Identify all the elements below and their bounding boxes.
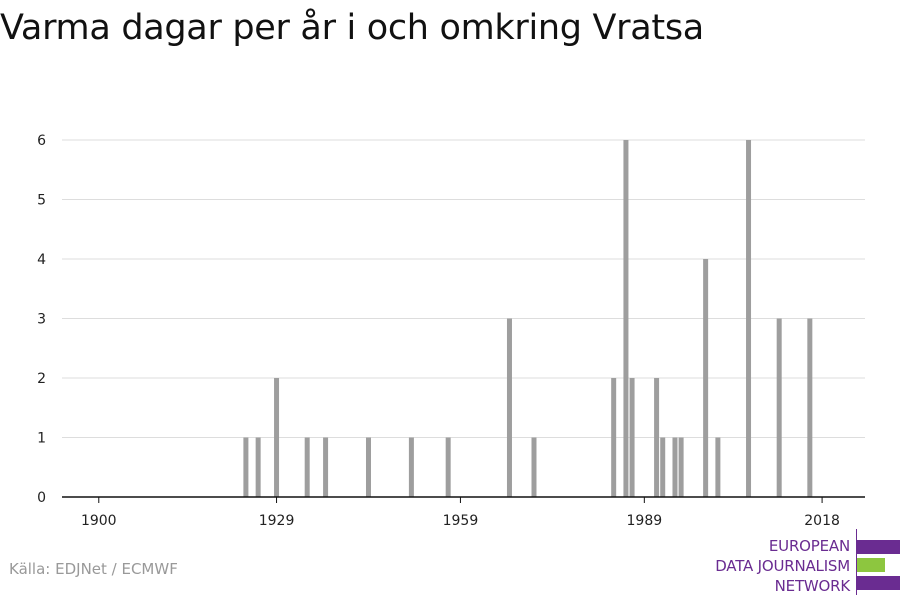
bar: [776, 318, 782, 497]
y-tick-label: 5: [37, 193, 46, 209]
bar: [274, 378, 280, 497]
bar: [715, 437, 721, 497]
logo-line-3: NETWORK: [774, 577, 851, 595]
x-tick-label: 2018: [804, 513, 840, 529]
y-tick-label: 4: [37, 252, 46, 268]
source-note: Källa: EDJNet / ECMWF: [9, 560, 178, 578]
bar: [531, 437, 537, 497]
bar: [807, 318, 813, 497]
bar: [623, 140, 629, 497]
bar: [323, 437, 329, 497]
y-tick-label: 3: [37, 312, 46, 328]
logo-bar-purple-bottom: [857, 576, 900, 590]
bar: [304, 437, 310, 497]
gridlines: [62, 139, 865, 438]
bar: [703, 259, 709, 497]
bar: [365, 437, 371, 497]
bar: [678, 437, 684, 497]
logo-bar-purple-top: [857, 540, 900, 554]
bar: [255, 437, 261, 497]
y-tick-label: 0: [37, 490, 46, 506]
y-tick-label: 2: [37, 371, 46, 387]
bar: [408, 437, 414, 497]
y-tick-label: 6: [37, 133, 46, 149]
bar: [611, 378, 617, 497]
bar: [629, 378, 635, 497]
bar: [445, 437, 451, 497]
x-axis: [62, 496, 865, 503]
x-tick-label: 1929: [259, 513, 295, 529]
y-tick-labels: 0 1 2 3 4 5 6: [37, 133, 46, 506]
x-tick-label: 1959: [443, 513, 479, 529]
logo-line-1: EUROPEAN: [768, 537, 850, 555]
bar: [746, 140, 752, 497]
bar: [672, 437, 678, 497]
bar: [654, 378, 660, 497]
logo-line-2: DATA JOURNALISM: [715, 557, 850, 575]
bars: [243, 140, 813, 497]
y-tick-label: 1: [37, 431, 46, 447]
x-tick-labels: 1900 1929 1959 1989 2018: [81, 513, 840, 529]
edjnet-logo: EUROPEAN DATA JOURNALISM NETWORK: [700, 529, 900, 595]
bar: [243, 437, 249, 497]
x-tick-label: 1900: [81, 513, 117, 529]
x-tick-label: 1989: [627, 513, 663, 529]
bar: [660, 437, 666, 497]
logo-bar-green: [857, 558, 885, 572]
chart-title: Varma dagar per år i och omkring Vratsa: [0, 8, 704, 48]
bar: [506, 318, 512, 497]
logo-divider: [856, 529, 857, 595]
